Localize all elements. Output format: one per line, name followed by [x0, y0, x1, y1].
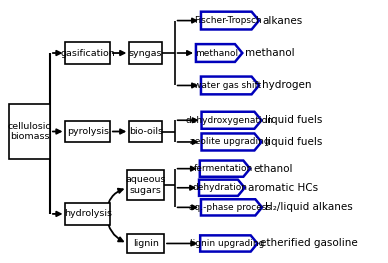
Text: Fischer-Tropsch: Fischer-Tropsch — [194, 16, 262, 25]
Text: liquid fuels: liquid fuels — [265, 115, 322, 125]
Text: liquid fuels: liquid fuels — [265, 137, 322, 147]
Polygon shape — [201, 112, 262, 129]
FancyBboxPatch shape — [9, 104, 50, 159]
FancyBboxPatch shape — [127, 170, 164, 200]
Text: aq.-phase process: aq.-phase process — [189, 203, 271, 212]
Text: pyrolysis: pyrolysis — [67, 127, 109, 136]
Text: fermentation: fermentation — [193, 164, 253, 173]
FancyBboxPatch shape — [66, 203, 110, 225]
Text: ethanol: ethanol — [253, 164, 293, 174]
FancyBboxPatch shape — [129, 121, 162, 142]
Text: zeolite upgrading: zeolite upgrading — [190, 138, 269, 146]
Text: lignin upgrading: lignin upgrading — [190, 239, 264, 248]
Text: dehydroxygenation: dehydroxygenation — [185, 116, 274, 125]
Text: water gas shift: water gas shift — [194, 81, 262, 90]
Text: aromatic HCs: aromatic HCs — [248, 183, 318, 193]
Text: dehydration: dehydration — [192, 183, 248, 192]
Text: cellulosic
biomass: cellulosic biomass — [8, 122, 52, 141]
Polygon shape — [201, 133, 262, 150]
Text: lignin: lignin — [133, 239, 159, 248]
FancyBboxPatch shape — [127, 234, 164, 253]
Text: etherified gasoline: etherified gasoline — [260, 239, 358, 249]
Polygon shape — [199, 180, 245, 196]
Polygon shape — [201, 199, 262, 215]
Text: methanol: methanol — [246, 48, 295, 58]
FancyBboxPatch shape — [66, 121, 110, 142]
Text: syngas: syngas — [129, 48, 163, 58]
Polygon shape — [196, 44, 242, 62]
FancyBboxPatch shape — [66, 42, 110, 64]
Text: aqueous
sugars: aqueous sugars — [125, 175, 166, 195]
Polygon shape — [200, 160, 250, 177]
Text: bio-oils: bio-oils — [129, 127, 163, 136]
Text: gasification: gasification — [60, 48, 115, 58]
Polygon shape — [200, 235, 257, 252]
Text: methanol: methanol — [196, 48, 239, 58]
Text: H₂/liquid alkanes: H₂/liquid alkanes — [265, 202, 353, 212]
Polygon shape — [201, 12, 259, 29]
Text: hydrolysis: hydrolysis — [64, 209, 112, 218]
Text: alkanes: alkanes — [262, 16, 302, 26]
Polygon shape — [201, 77, 259, 94]
Text: hydrogen: hydrogen — [262, 80, 312, 90]
FancyBboxPatch shape — [129, 42, 162, 64]
